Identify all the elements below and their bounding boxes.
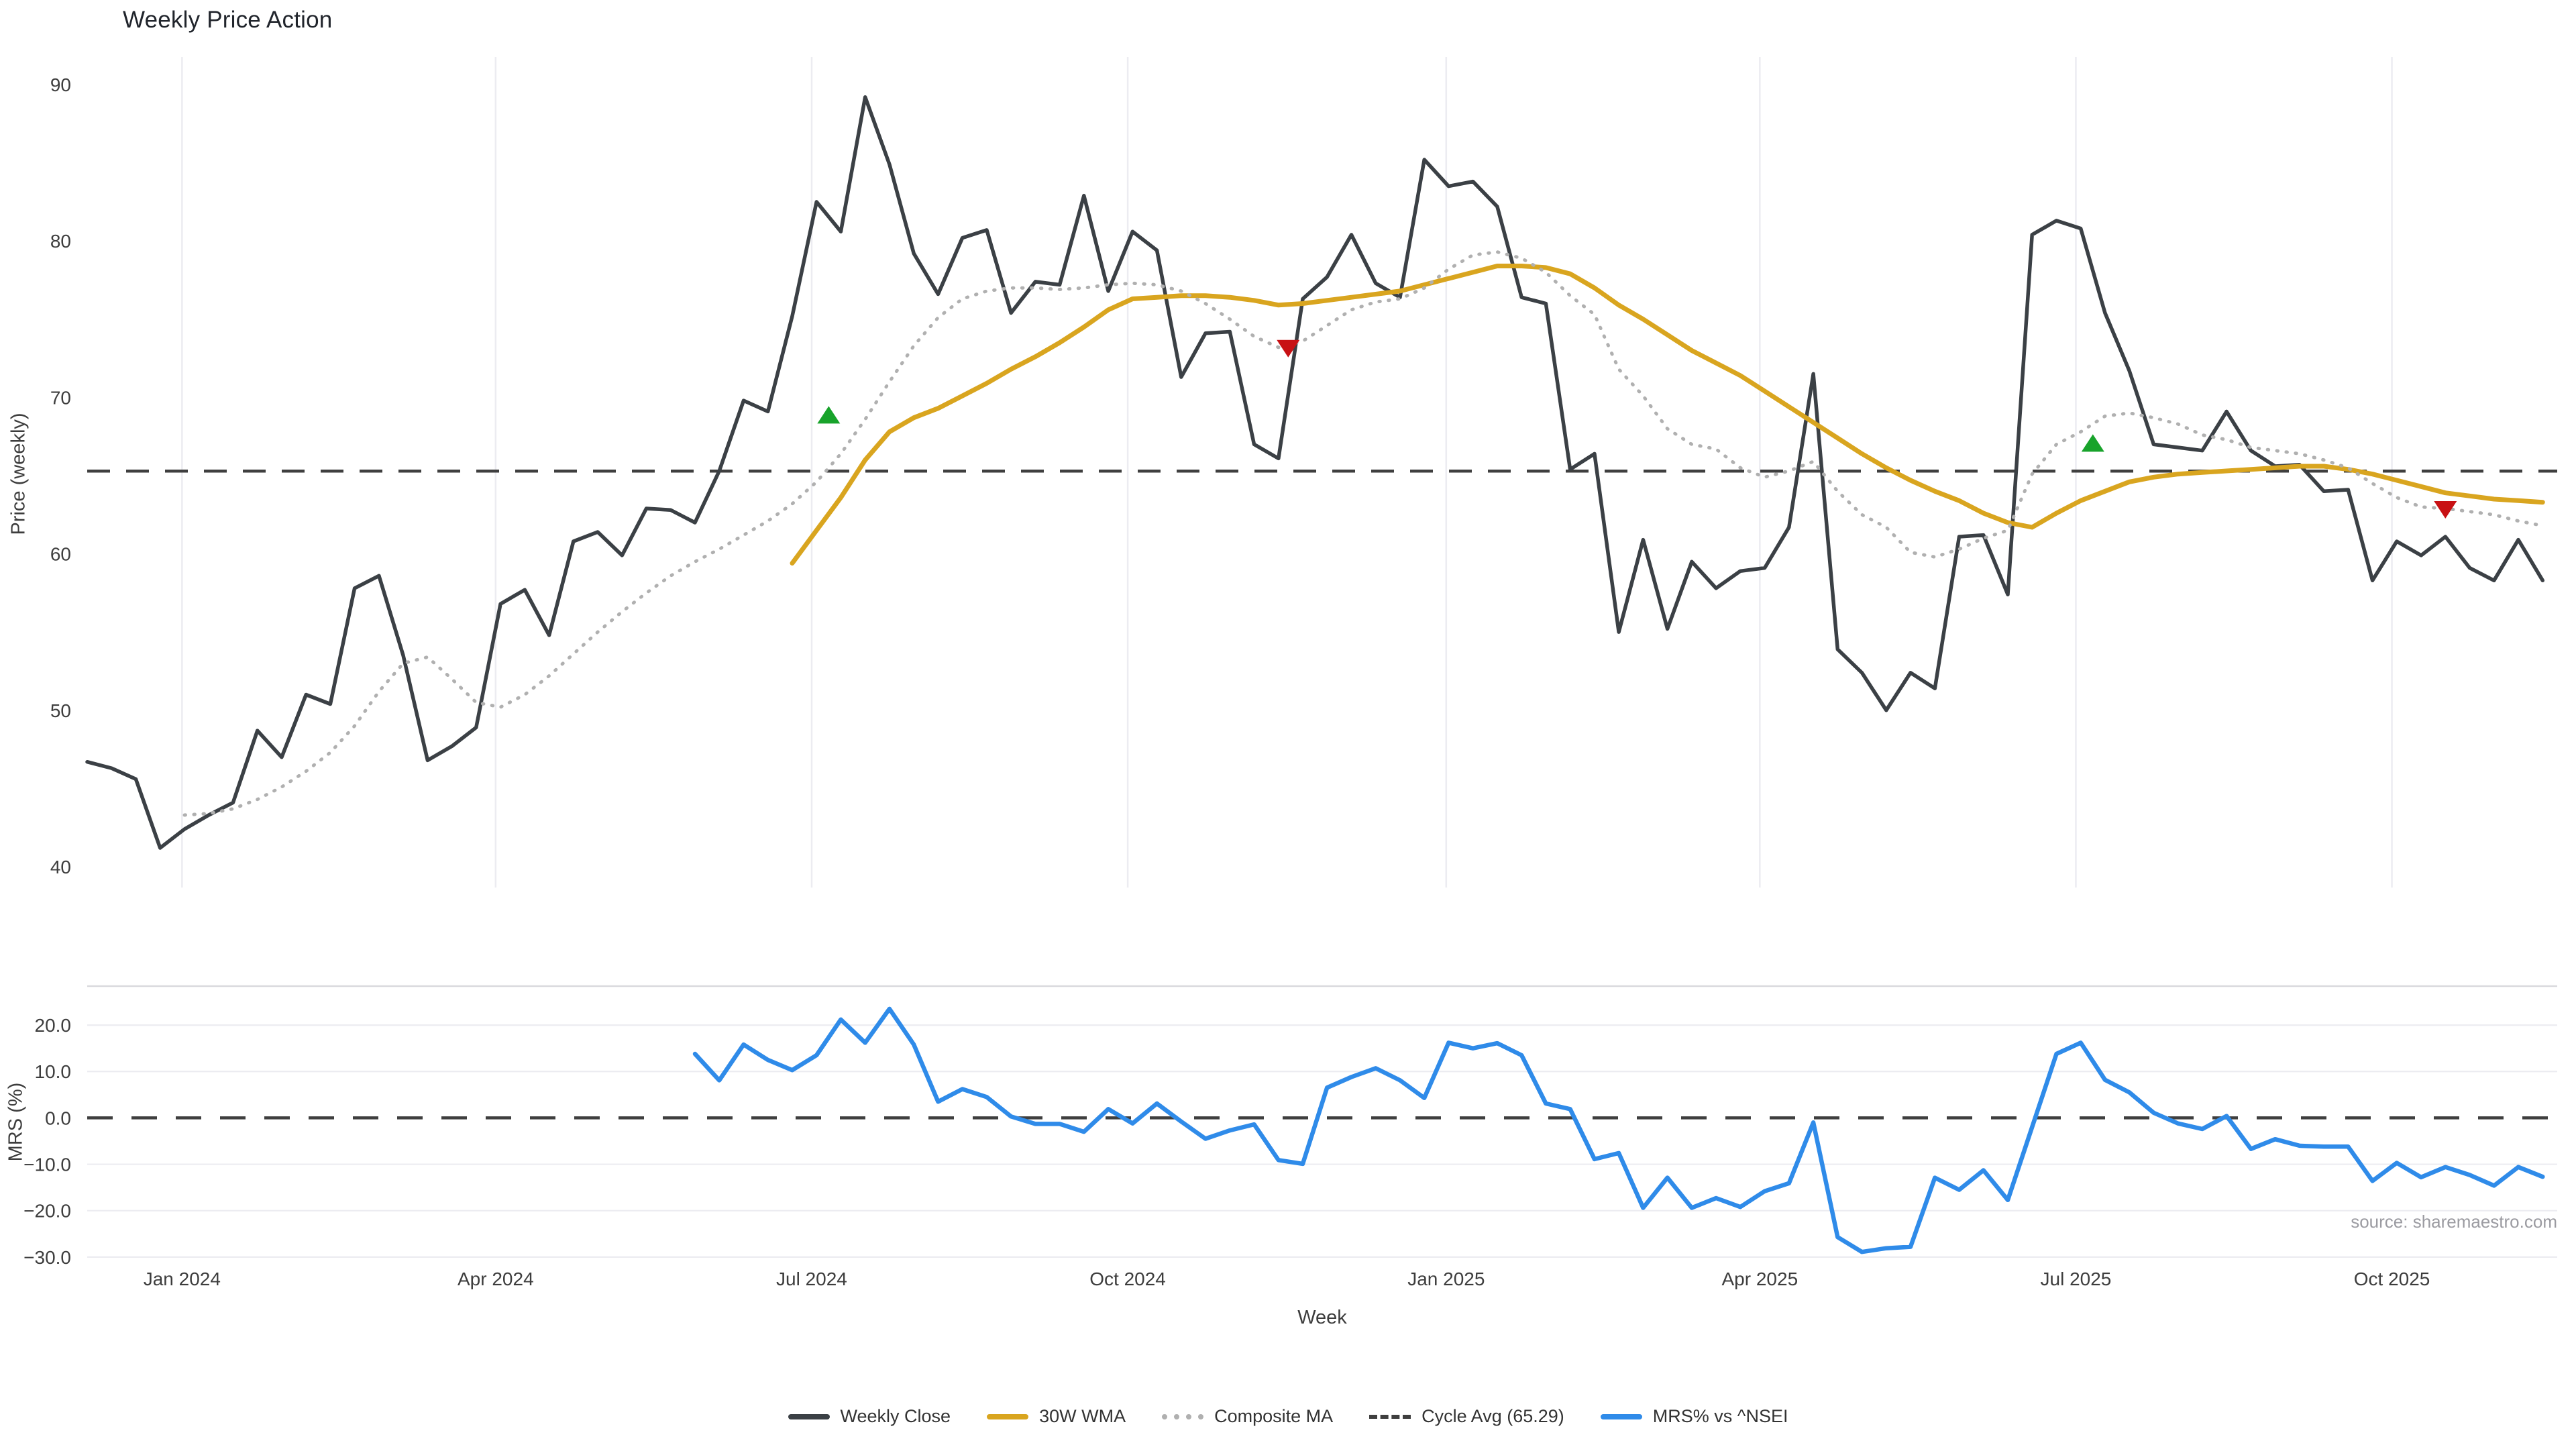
x-tick-label: Oct 2025 [2354,1269,2430,1289]
x-tick-label: Jan 2024 [144,1269,221,1289]
mrs-tick-label: 20.0 [35,1015,72,1036]
legend-label: Weekly Close [840,1406,951,1426]
price-tick-label: 70 [50,387,71,408]
legend-label: Cycle Avg (65.29) [1421,1406,1564,1426]
legend-swatch [987,1413,1029,1419]
legend-swatch [1162,1413,1204,1419]
x-tick-label: Jul 2025 [2041,1269,2112,1289]
legend-label: 30W WMA [1039,1406,1126,1426]
composite-ma-line [182,250,2544,817]
price-tick-label: 40 [50,857,71,877]
mrs-line [692,1006,2545,1254]
legend-item-30w-wma[interactable]: 30W WMA [987,1406,1126,1427]
legend: Weekly Close 30W WMA Composite MA Cycle Avg… [0,1406,2576,1427]
price-tick-label: 60 [50,544,71,565]
x-tick-label: Oct 2024 [1089,1269,1166,1289]
mrs-tick-label: −10.0 [23,1155,71,1175]
source-note: source: sharemaestro.com [2351,1212,2557,1232]
mrs-tick-label: −30.0 [23,1247,71,1268]
x-tick-label: Apr 2024 [458,1269,534,1289]
mrs-tick-label: −20.0 [23,1201,71,1222]
legend-item-weekly-close[interactable]: Weekly Close [788,1406,951,1427]
weekly-close-line [85,95,2545,850]
price-tick-label: 90 [50,74,71,95]
mrs-tick-label: 10.0 [35,1061,72,1082]
wma-line [790,264,2545,566]
legend-swatch [788,1413,830,1419]
mrs-axis-label: MRS (%) [5,1082,27,1162]
legend-item-composite-ma[interactable]: Composite MA [1162,1406,1333,1427]
x-tick-label: Jul 2024 [776,1269,847,1289]
legend-label: MRS% vs ^NSEI [1652,1406,1788,1426]
price-axis-label: Price (weekly) [7,413,30,535]
buy-signal-marker [2081,434,2104,452]
x-tick-label: Jan 2025 [1407,1269,1485,1289]
x-tick-label: Apr 2025 [1722,1269,1799,1289]
legend-item-mrs-vs-nsei[interactable]: MRS% vs ^NSEI [1600,1406,1788,1427]
mrs-tick-label: 0.0 [45,1108,71,1128]
buy-signal-marker [817,406,841,424]
sell-signal-marker [1277,339,1300,358]
legend-label: Composite MA [1214,1406,1334,1426]
price-tick-label: 50 [50,700,71,721]
sell-signal-marker [2434,500,2457,519]
legend-item-cycle-avg-65-29[interactable]: Cycle Avg (65.29) [1369,1406,1564,1427]
legend-swatch [1600,1413,1642,1419]
legend-swatch [1369,1414,1411,1419]
chart-title: Weekly Price Action [123,7,333,33]
price-tick-label: 80 [50,231,71,252]
x-axis-label: Week [1297,1307,1347,1328]
